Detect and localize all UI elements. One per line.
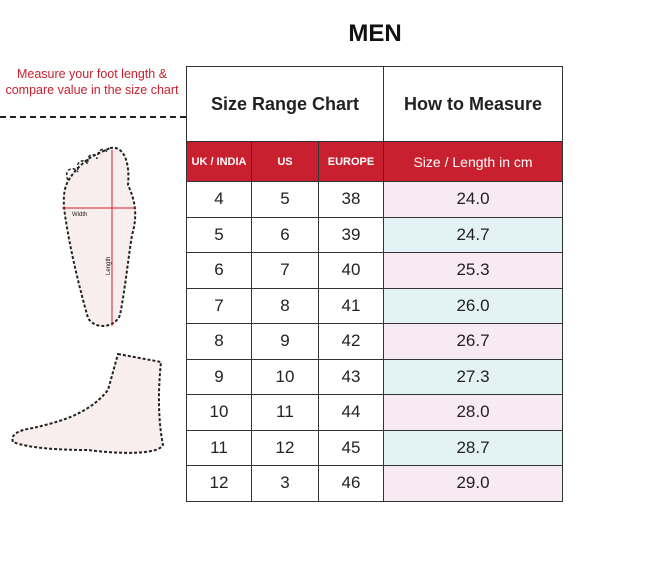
- length-label: Length: [106, 257, 112, 275]
- uk-size: 9: [186, 358, 252, 395]
- uk-size: 6: [186, 252, 252, 289]
- eu-size: 38: [318, 181, 384, 218]
- eu-size: 40: [318, 252, 384, 289]
- length-cm: 24.7: [383, 216, 563, 253]
- length-cm: 25.3: [383, 252, 563, 289]
- eu-size: 41: [318, 287, 384, 324]
- us-size: 11: [251, 394, 319, 431]
- length-cm: 27.3: [383, 358, 563, 395]
- length-cm: 24.0: [383, 181, 563, 218]
- eu-size: 43: [318, 358, 384, 395]
- table-row: 5 6 39 24.7: [186, 216, 563, 253]
- size-chart-table: Size Range Chart How to Measure UK / IND…: [186, 66, 563, 502]
- us-size: 10: [251, 358, 319, 395]
- foot-side-view-icon: [11, 352, 165, 454]
- uk-size: 11: [186, 429, 252, 466]
- table-row: 7 8 41 26.0: [186, 287, 563, 324]
- length-cm: 28.0: [383, 394, 563, 431]
- col-length-cm: Size / Length in cm: [383, 141, 563, 182]
- uk-size: 12: [186, 465, 252, 502]
- length-cm: 28.7: [383, 429, 563, 466]
- us-size: 6: [251, 216, 319, 253]
- col-us: US: [251, 141, 319, 182]
- us-size: 3: [251, 465, 319, 502]
- us-size: 9: [251, 323, 319, 360]
- us-size: 12: [251, 429, 319, 466]
- eu-size: 45: [318, 429, 384, 466]
- instruction-text: Measure your foot length & compare value…: [5, 67, 179, 97]
- col-uk-india: UK / INDIA: [186, 141, 252, 182]
- tab-how-to-measure[interactable]: How to Measure: [383, 66, 563, 142]
- table-row: 12 3 46 29.0: [186, 465, 563, 502]
- length-cm: 26.0: [383, 287, 563, 324]
- width-label: Width: [72, 212, 87, 218]
- table-row: 8 9 42 26.7: [186, 323, 563, 360]
- us-size: 8: [251, 287, 319, 324]
- page-title: MEN: [348, 20, 402, 47]
- col-europe: EUROPE: [318, 141, 384, 182]
- eu-size: 39: [318, 216, 384, 253]
- table-row: 6 7 40 25.3: [186, 252, 563, 289]
- length-cm: 29.0: [383, 465, 563, 502]
- table-row: 11 12 45 28.7: [186, 429, 563, 466]
- eu-size: 42: [318, 323, 384, 360]
- us-size: 7: [251, 252, 319, 289]
- eu-size: 46: [318, 465, 384, 502]
- uk-size: 4: [186, 181, 252, 218]
- tab-size-range-chart[interactable]: Size Range Chart: [186, 66, 384, 142]
- eu-size: 44: [318, 394, 384, 431]
- table-row: 4 5 38 24.0: [186, 181, 563, 218]
- us-size: 5: [251, 181, 319, 218]
- length-cm: 26.7: [383, 323, 563, 360]
- uk-size: 5: [186, 216, 252, 253]
- dashed-divider: [0, 116, 186, 118]
- table-row: 10 11 44 28.0: [186, 394, 563, 431]
- foot-top-view-icon: Width Length: [62, 146, 137, 327]
- uk-size: 8: [186, 323, 252, 360]
- table-row: 9 10 43 27.3: [186, 358, 563, 395]
- uk-size: 10: [186, 394, 252, 431]
- column-headers: UK / INDIA US EUROPE Size / Length in cm: [186, 141, 563, 182]
- uk-size: 7: [186, 287, 252, 324]
